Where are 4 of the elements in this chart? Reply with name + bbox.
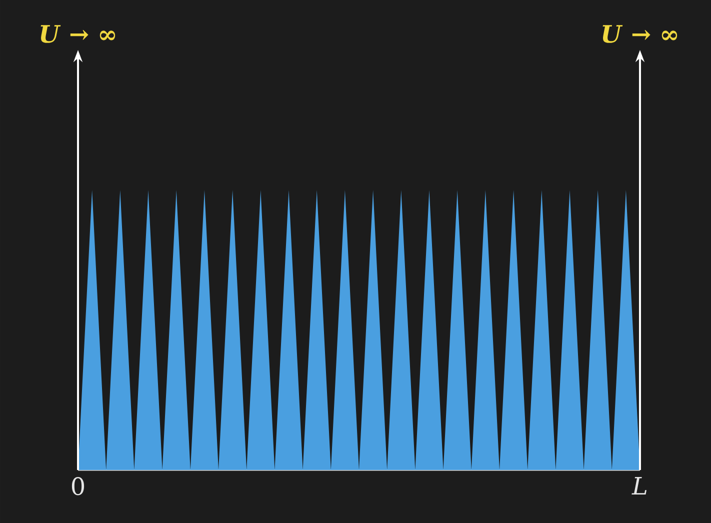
text: U → ∞	[40, 25, 116, 43]
x-tick-label: 0	[72, 477, 84, 496]
text: U → ∞	[602, 25, 678, 43]
x-tick-label: L	[632, 477, 647, 495]
